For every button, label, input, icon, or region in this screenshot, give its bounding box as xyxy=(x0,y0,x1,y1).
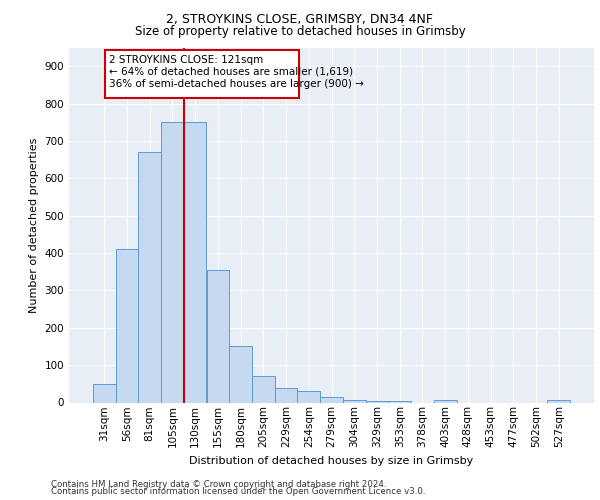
Bar xyxy=(206,270,229,402)
Text: 2 STROYKINS CLOSE: 121sqm: 2 STROYKINS CLOSE: 121sqm xyxy=(109,55,263,65)
Bar xyxy=(365,400,388,402)
Bar xyxy=(161,122,184,402)
Text: 36% of semi-detached houses are larger (900) →: 36% of semi-detached houses are larger (… xyxy=(109,79,364,89)
Bar xyxy=(106,50,299,98)
Bar xyxy=(139,152,161,403)
Text: 2, STROYKINS CLOSE, GRIMSBY, DN34 4NF: 2, STROYKINS CLOSE, GRIMSBY, DN34 4NF xyxy=(167,12,433,26)
Text: Contains HM Land Registry data © Crown copyright and database right 2024.: Contains HM Land Registry data © Crown c… xyxy=(51,480,386,489)
X-axis label: Distribution of detached houses by size in Grimsby: Distribution of detached houses by size … xyxy=(190,456,473,466)
Bar xyxy=(343,400,365,402)
Bar xyxy=(93,384,116,402)
Text: Size of property relative to detached houses in Grimsby: Size of property relative to detached ho… xyxy=(134,25,466,38)
Bar xyxy=(252,376,275,402)
Bar xyxy=(434,400,457,402)
Text: Contains public sector information licensed under the Open Government Licence v3: Contains public sector information licen… xyxy=(51,488,425,496)
Bar xyxy=(229,346,252,403)
Bar xyxy=(275,388,298,402)
Bar xyxy=(116,250,139,402)
Bar xyxy=(298,392,320,402)
Bar xyxy=(547,400,570,402)
Text: ← 64% of detached houses are smaller (1,619): ← 64% of detached houses are smaller (1,… xyxy=(109,67,353,77)
Bar xyxy=(320,397,343,402)
Bar xyxy=(184,122,206,402)
Bar xyxy=(388,400,411,402)
Y-axis label: Number of detached properties: Number of detached properties xyxy=(29,138,39,312)
